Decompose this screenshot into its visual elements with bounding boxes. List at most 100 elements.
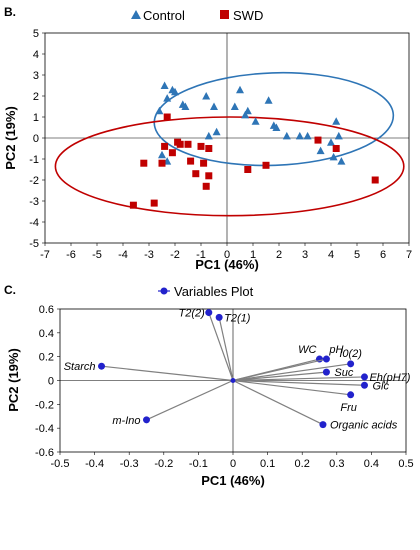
point-control [163, 94, 172, 102]
x-tick-label: 7 [406, 249, 412, 261]
x-tick-label: 3 [302, 249, 308, 261]
y-tick-label: -0.2 [35, 399, 54, 411]
point-swd [168, 149, 176, 157]
point-swd [150, 199, 158, 207]
point-control [204, 131, 213, 140]
point-swd [332, 145, 340, 152]
point-swd [176, 140, 184, 148]
point-swd [205, 145, 213, 152]
vector-line [208, 312, 234, 381]
point-control [316, 146, 325, 155]
vector-point [205, 309, 213, 317]
variables-plot-chart: C. Variables Plot T2(2) T2(1) Starch m-Ino W… [4, 283, 414, 488]
vector-line [146, 379, 234, 421]
point-control [158, 150, 166, 159]
point-swd [262, 161, 270, 169]
point-swd [197, 142, 205, 150]
y-tick-label: -5 [29, 238, 39, 250]
vector-point [360, 381, 368, 389]
vector-line [232, 379, 351, 396]
y-tick-label: 2 [33, 91, 39, 103]
point-control [181, 102, 190, 110]
vector-label: Organic acids [330, 420, 398, 432]
point-swd [202, 182, 210, 190]
point-control [171, 87, 179, 96]
legend-swd-label: SWD [233, 8, 263, 23]
point-control [332, 117, 341, 125]
x-tick-label: -7 [40, 249, 50, 261]
y-tick-label: -2 [29, 175, 39, 187]
vector-line [232, 379, 365, 386]
vector-label: Starch [64, 361, 96, 373]
x-tick-label: -6 [66, 249, 76, 261]
y-tick-label: -4 [29, 217, 39, 229]
origin-point [230, 378, 236, 383]
vector-label: T2(2) [178, 308, 205, 320]
point-control [337, 157, 346, 165]
variables-y-axis-label: PC2 (19%) [6, 348, 21, 412]
point-swd [314, 136, 322, 144]
y-tick-label: 5 [33, 28, 39, 40]
x-tick-label: -5 [92, 249, 102, 261]
point-control [241, 110, 250, 119]
scores-legend: Control SWD [131, 8, 263, 23]
point-swd [140, 159, 148, 167]
point-control [334, 131, 343, 140]
point-control [264, 96, 273, 104]
y-tick-label: -0.4 [35, 423, 54, 435]
point-control [272, 123, 281, 131]
vector-point [319, 421, 327, 429]
point-swd [200, 159, 208, 167]
scores-x-axis-label: PC1 (46%) [195, 257, 259, 272]
vector-label: Fru [340, 402, 357, 414]
y-tick-label: -0.6 [35, 447, 54, 459]
vector-label: T2(1) [224, 312, 251, 324]
x-tick-label: 1 [250, 249, 256, 261]
point-control [210, 102, 218, 110]
x-tick-label: -0.2 [154, 458, 173, 470]
x-tick-label: -3 [144, 249, 154, 261]
x-tick-label: 0.5 [398, 458, 413, 470]
x-tick-label: 0 [230, 458, 236, 470]
x-tick-label: -1 [196, 249, 206, 261]
x-tick-label: -2 [170, 249, 180, 261]
legend-variables-marker [160, 287, 168, 295]
vector-label: m-Ino [112, 415, 140, 427]
x-tick-label: -4 [118, 249, 128, 261]
point-control [243, 106, 252, 115]
panel-c-label: C. [4, 283, 16, 297]
legend-control-label: Control [143, 8, 185, 23]
y-tick-label: 4 [33, 49, 39, 61]
vector-point [98, 362, 106, 370]
variables-x-axis-label: PC1 (46%) [201, 473, 265, 488]
vector-line [232, 363, 351, 382]
vector-label: Suc [334, 367, 353, 379]
vector-label: WC [298, 344, 316, 356]
vector-line [218, 317, 234, 381]
legend-swd-marker [220, 10, 229, 19]
pca-scores-chart: B. Control SWD -5 -4 -3 -2 -1 0 1 2 3 4 5 -7 -6 -5 -4… [3, 5, 412, 272]
y-tick-label: 3 [33, 70, 39, 82]
point-swd [184, 140, 192, 148]
panel-b-label: B. [4, 5, 16, 19]
point-swd [163, 113, 171, 121]
point-swd [205, 172, 213, 180]
y-tick-label: 0 [48, 376, 54, 388]
point-control [329, 152, 338, 161]
y-tick-label: 0.6 [39, 304, 54, 316]
x-tick-label: -0.3 [120, 458, 139, 470]
point-control [160, 81, 169, 89]
variables-legend-label: Variables Plot [174, 284, 254, 299]
x-tick-label: 0 [224, 249, 230, 261]
point-swd [129, 201, 137, 209]
vector-point [347, 360, 355, 368]
point-control [295, 131, 304, 140]
x-tick-label: 6 [380, 249, 386, 261]
vector-line [232, 379, 324, 426]
legend-control-marker [131, 10, 141, 19]
vector-label: Glc [372, 380, 389, 392]
x-tick-label: -0.5 [51, 458, 70, 470]
vector-point [143, 416, 150, 424]
x-tick-label: 0.4 [364, 458, 379, 470]
vector-line [101, 365, 234, 382]
